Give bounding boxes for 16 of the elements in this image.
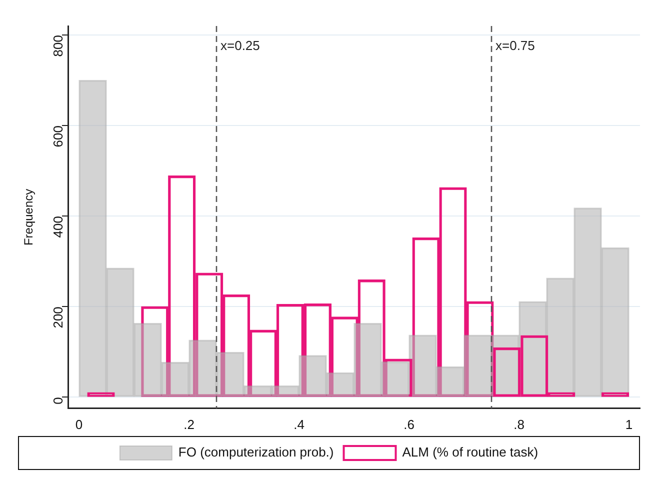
y-tick-label: 200 — [50, 306, 66, 328]
x-tick-label: 0 — [75, 416, 83, 432]
ref-line-label: x=0.75 — [496, 38, 535, 54]
x-tick-label: 1 — [625, 416, 633, 432]
y-tick-label: 0 — [50, 397, 66, 404]
ref-line-label: x=0.25 — [220, 38, 260, 54]
legend-label: FO (computerization prob.) — [178, 444, 334, 460]
x-tick-label: .2 — [184, 416, 194, 432]
x-tick-label: .6 — [404, 416, 414, 432]
y-axis-title: Frequency — [22, 188, 36, 246]
legend-label: ALM (% of routine task) — [402, 444, 538, 460]
x-tick-label: .4 — [294, 416, 304, 432]
y-tick-label: 400 — [50, 216, 66, 238]
y-tick-label: 800 — [50, 35, 66, 57]
y-tick-label: 600 — [50, 126, 66, 148]
x-tick-label: .8 — [514, 416, 524, 432]
